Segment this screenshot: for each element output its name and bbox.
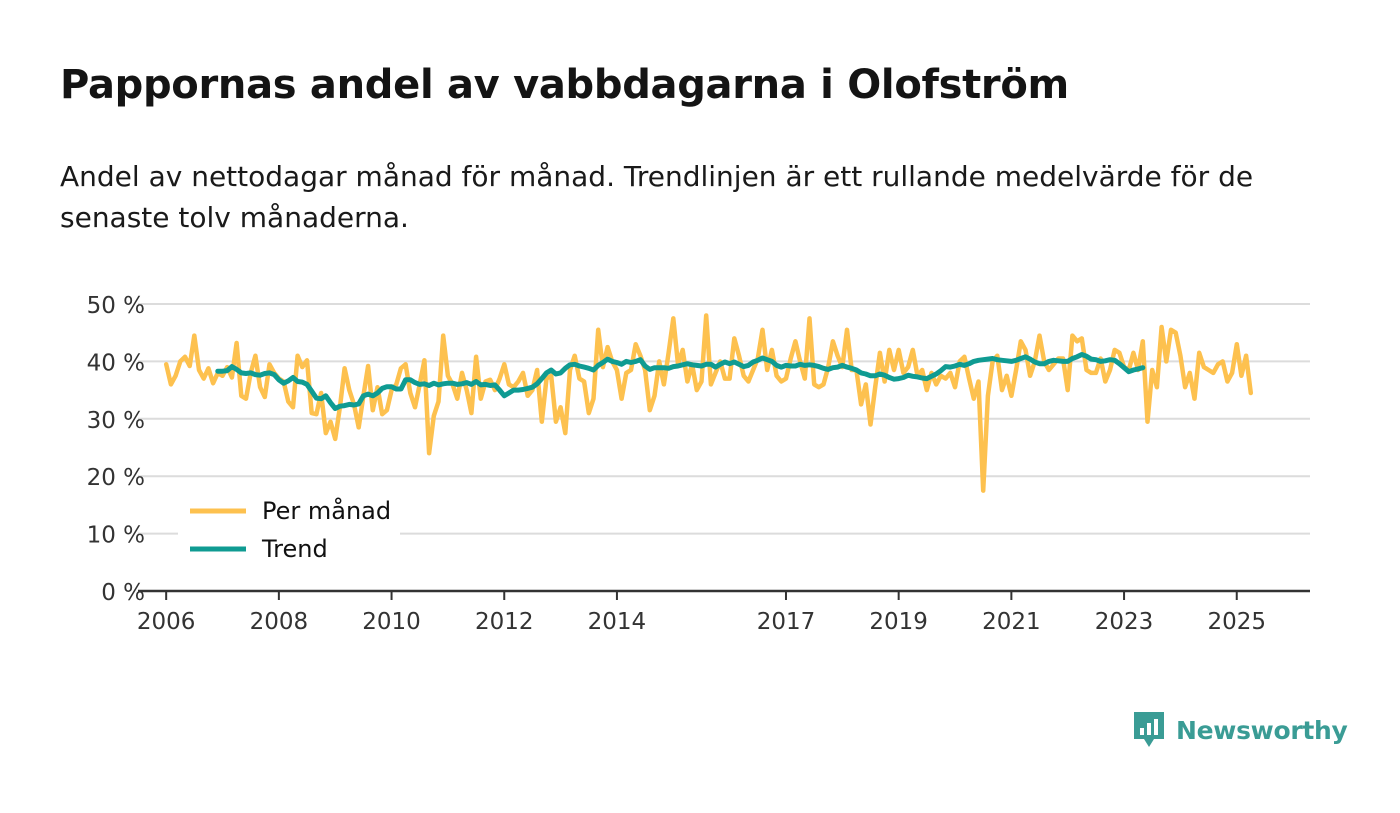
x-tick-label: 2021 — [982, 609, 1041, 635]
legend-background — [178, 490, 400, 572]
y-tick-label: 40 % — [87, 350, 145, 376]
x-tick-label: 2010 — [362, 609, 421, 635]
series-line-trend — [215, 352, 1146, 411]
brand-logo: Newsworthy — [1132, 710, 1348, 750]
y-tick-label: 50 % — [87, 293, 145, 319]
x-tick-label: 2014 — [588, 609, 647, 635]
legend: Per månad Trend — [178, 490, 400, 572]
legend-label-per-manad: Per månad — [262, 496, 391, 525]
y-tick-label: 30 % — [87, 408, 145, 434]
x-tick-label: 2019 — [869, 609, 928, 635]
x-tick-label: 2017 — [757, 609, 816, 635]
brand-name: Newsworthy — [1176, 715, 1348, 745]
y-tick-label: 10 % — [87, 523, 145, 549]
y-tick-label: 0 % — [101, 580, 145, 606]
x-tick-label: 2012 — [475, 609, 534, 635]
y-axis-ticks: 0 % 10 % 20 % 30 % 40 % 50 % — [87, 293, 145, 606]
y-tick-label: 20 % — [87, 465, 145, 491]
x-axis-ticks: 2006 2008 2010 2012 2014 2017 2019 2021 2023 2025 — [137, 591, 1266, 635]
x-tick-label: 2023 — [1095, 609, 1154, 635]
x-tick-label: 2025 — [1207, 609, 1266, 635]
newsworthy-logo-icon — [1134, 712, 1164, 747]
x-tick-label: 2008 — [250, 609, 309, 635]
chart-title: Pappornas andel av vabbdagarna i Olofstr… — [60, 62, 1069, 108]
x-tick-label: 2006 — [137, 609, 196, 635]
chart-subtitle: Andel av nettodagar månad för månad. Tre… — [60, 160, 1254, 234]
legend-label-trend: Trend — [261, 535, 328, 563]
